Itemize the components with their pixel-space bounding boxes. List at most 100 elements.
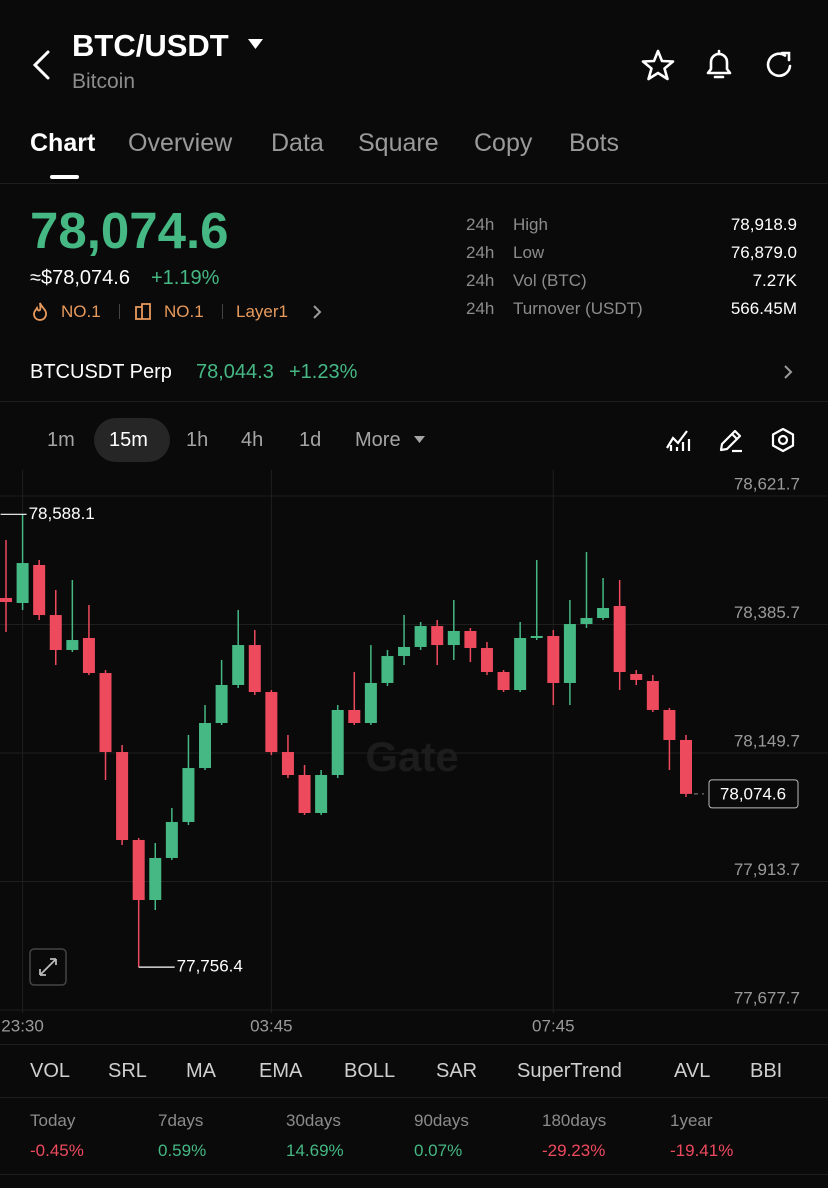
indicator[interactable]: SuperTrend — [517, 1060, 622, 1082]
watermark: Gate — [365, 733, 458, 780]
tab[interactable]: Square — [358, 129, 439, 157]
return-value: -19.41% — [670, 1141, 734, 1160]
divider — [0, 401, 828, 402]
return-label: 7days — [158, 1111, 204, 1130]
candle-body — [563, 624, 576, 683]
sector-tag[interactable]: Layer1 — [236, 302, 288, 321]
usd-price: ≈$78,074.6 — [30, 267, 130, 289]
hot-icon — [33, 302, 48, 321]
interval[interactable]: 1d — [299, 429, 322, 451]
candle-body — [0, 597, 12, 603]
candle-body — [597, 608, 610, 619]
separator — [119, 304, 120, 319]
pair-dropdown[interactable] — [248, 39, 264, 51]
stat-value: 7.27K — [752, 271, 797, 290]
back-button[interactable] — [28, 50, 54, 80]
return-value: 14.69% — [286, 1141, 344, 1160]
candle-body — [464, 630, 477, 649]
tab[interactable]: Overview — [128, 129, 233, 157]
stat-value: 78,918.9 — [730, 215, 797, 234]
expand-icon — [39, 958, 57, 976]
chevron[interactable] — [312, 304, 322, 320]
indicator-button[interactable] — [665, 428, 691, 452]
chevron[interactable] — [783, 364, 793, 380]
expand-button[interactable] — [29, 948, 67, 986]
candle-body — [149, 857, 162, 901]
return-value: 0.59% — [158, 1141, 207, 1160]
candle-body — [116, 752, 129, 841]
settings-button[interactable] — [770, 427, 796, 453]
return-label: 180days — [542, 1111, 607, 1130]
indicator[interactable]: SAR — [436, 1060, 478, 1082]
tab[interactable]: Copy — [474, 129, 533, 157]
interval[interactable]: 1m — [47, 429, 75, 451]
indicator[interactable]: EMA — [259, 1060, 303, 1082]
indicator[interactable]: BOLL — [344, 1060, 396, 1082]
stat-value: 76,879.0 — [730, 243, 797, 262]
candle-body — [315, 774, 328, 814]
y-tick-label: 78,149.7 — [734, 731, 800, 750]
stat-period: 24h — [466, 215, 495, 234]
candle-body — [232, 645, 245, 685]
candle-body — [364, 682, 377, 723]
more-dropdown[interactable] — [414, 436, 426, 444]
indicator[interactable]: AVL — [674, 1060, 711, 1082]
stat-period: 24h — [466, 271, 495, 290]
tab[interactable]: Chart — [30, 129, 96, 157]
tab-indicator — [50, 175, 79, 179]
pair-title[interactable]: BTC/USDT — [72, 28, 229, 63]
divider — [0, 1097, 828, 1098]
x-tick-label: 03:45 — [250, 1016, 293, 1035]
stat-label: Low — [513, 243, 545, 262]
candle-body — [281, 752, 294, 775]
return-value: 0.07% — [414, 1141, 463, 1160]
candle-body — [66, 640, 79, 650]
indicator[interactable]: MA — [186, 1060, 216, 1082]
interval[interactable]: More — [355, 429, 401, 451]
candle-body — [82, 638, 95, 674]
x-tick-label: 07:45 — [532, 1016, 575, 1035]
indicator[interactable]: SRL — [108, 1060, 147, 1082]
interval[interactable]: 15m — [109, 429, 148, 451]
candle-body — [199, 722, 212, 769]
candle-body — [381, 656, 394, 683]
perp-name[interactable]: BTCUSDT Perp — [30, 361, 172, 383]
candle-body — [663, 709, 676, 740]
rank-tag[interactable]: NO.1 — [61, 302, 101, 321]
return-value: -0.45% — [30, 1141, 84, 1160]
stat-label: Turnover (USDT) — [513, 299, 643, 318]
y-tick-label: 77,913.7 — [734, 860, 800, 879]
candle-body — [646, 681, 659, 710]
draw-button[interactable] — [718, 427, 744, 453]
refresh-button[interactable] — [763, 49, 795, 81]
interval[interactable]: 4h — [241, 429, 264, 451]
alert-button[interactable] — [703, 48, 735, 82]
tab[interactable]: Bots — [569, 129, 620, 157]
candle-body — [49, 615, 62, 650]
indicator[interactable]: BBI — [750, 1060, 783, 1082]
candle-body — [680, 739, 692, 794]
candle-body — [530, 635, 543, 639]
stat-value: 566.45M — [730, 299, 797, 318]
separator — [222, 304, 223, 319]
interval[interactable]: 1h — [186, 429, 209, 451]
candle-body — [547, 635, 560, 683]
candle-body — [514, 638, 527, 691]
candle-body — [580, 618, 593, 625]
candle-body — [348, 709, 361, 723]
y-tick-label: 77,677.7 — [734, 988, 800, 1007]
favorite-button[interactable] — [641, 49, 675, 81]
tab[interactable]: Data — [271, 129, 324, 157]
stat-period: 24h — [466, 299, 495, 318]
candle-body — [613, 605, 626, 672]
last-price: 78,074.6 — [30, 202, 229, 259]
candle-body — [414, 626, 427, 647]
indicator[interactable]: VOL — [30, 1060, 71, 1082]
candle-body — [248, 645, 261, 693]
perp-change: +1.23% — [289, 361, 358, 383]
candle-body — [132, 840, 145, 901]
return-label: 1year — [670, 1111, 713, 1130]
price-change: +1.19% — [151, 267, 220, 289]
candle-body — [265, 692, 278, 753]
rank-tag[interactable]: NO.1 — [164, 302, 204, 321]
